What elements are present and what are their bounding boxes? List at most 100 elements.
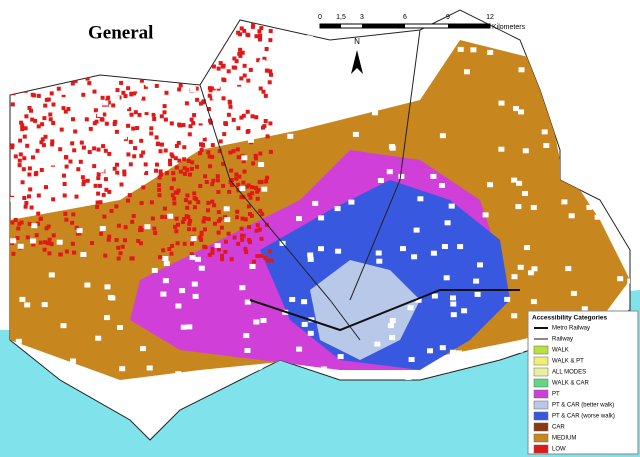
empty-cell (276, 85, 283, 91)
low-cell (104, 187, 109, 192)
low-cell (195, 97, 200, 102)
low-cell (64, 217, 69, 222)
low-cell (92, 164, 97, 169)
empty-cell (17, 243, 24, 249)
low-cell (43, 103, 48, 108)
low-cell (201, 142, 205, 147)
empty-cell (408, 357, 415, 362)
scale-label: 6 (403, 14, 407, 21)
low-cell (260, 212, 265, 217)
low-cell (210, 143, 215, 148)
low-cell (248, 67, 253, 72)
low-cell (118, 251, 123, 256)
empty-cell (296, 346, 303, 352)
low-cell (153, 231, 158, 235)
empty-cell (418, 30, 424, 36)
empty-cell (224, 217, 231, 223)
empty-cell (276, 34, 282, 40)
empty-cell (259, 59, 266, 65)
low-cell (44, 97, 49, 102)
low-cell (112, 122, 117, 126)
low-cell (227, 189, 232, 194)
low-cell (50, 142, 55, 147)
legend-label: WALK & CAR (552, 381, 589, 387)
empty-cell (144, 224, 151, 230)
empty-cell (337, 354, 344, 360)
low-cell (90, 241, 94, 245)
low-cell (182, 166, 187, 171)
empty-cell (173, 116, 180, 122)
low-cell (41, 143, 46, 148)
low-cell (164, 90, 169, 95)
legend-label: Railway (552, 337, 573, 343)
low-cell (79, 140, 84, 145)
empty-cell (96, 111, 103, 117)
low-cell (208, 118, 213, 123)
empty-cell (241, 155, 248, 161)
low-cell (18, 138, 23, 143)
low-cell (40, 137, 45, 142)
empty-cell (431, 293, 438, 299)
empty-cell (477, 262, 483, 268)
low-cell (245, 184, 250, 189)
empty-cell (594, 214, 601, 220)
low-cell (162, 206, 167, 211)
low-cell (27, 221, 32, 226)
low-cell (47, 251, 52, 256)
empty-cell (427, 348, 433, 354)
low-cell (246, 129, 251, 133)
low-cell (196, 200, 201, 205)
low-cell (234, 176, 239, 181)
low-cell (185, 167, 190, 172)
low-cell (138, 225, 143, 230)
empty-cell (247, 137, 254, 143)
low-cell (251, 161, 256, 166)
low-cell (265, 175, 270, 180)
low-cell (39, 140, 44, 145)
low-cell (250, 24, 255, 29)
low-cell (221, 162, 226, 166)
empty-cell (77, 135, 84, 141)
low-cell (17, 221, 22, 226)
scale-bar-segment (362, 24, 405, 28)
low-cell (36, 211, 41, 216)
low-cell (239, 26, 244, 31)
low-cell (94, 119, 99, 124)
low-cell (268, 121, 273, 126)
empty-cell (198, 265, 205, 271)
empty-cell (160, 291, 167, 297)
low-cell (19, 120, 24, 125)
low-cell (42, 247, 47, 252)
empty-cell (162, 278, 169, 284)
low-cell (51, 121, 56, 125)
low-cell (38, 240, 43, 245)
low-cell (120, 244, 125, 249)
low-cell (27, 172, 32, 177)
empty-cell (627, 278, 630, 284)
low-cell (101, 144, 106, 149)
empty-cell (213, 83, 220, 89)
low-cell (187, 221, 192, 226)
low-cell (139, 153, 144, 158)
low-cell (268, 249, 273, 253)
empty-cell (48, 272, 55, 278)
low-cell (25, 143, 30, 148)
empty-cell (439, 133, 446, 139)
low-cell (157, 183, 161, 188)
low-cell (63, 109, 68, 114)
empty-cell (287, 133, 294, 139)
low-cell (138, 228, 142, 233)
low-cell (104, 121, 109, 126)
empty-cell (457, 46, 464, 52)
low-cell (22, 134, 27, 139)
low-cell (187, 227, 191, 232)
legend-swatch (533, 378, 549, 388)
low-cell (172, 201, 177, 206)
low-cell (154, 168, 158, 173)
low-cell (263, 256, 268, 260)
low-cell (190, 241, 194, 246)
empty-cell (111, 174, 118, 180)
empty-cell (190, 236, 197, 242)
low-cell (234, 172, 239, 177)
low-cell (169, 186, 174, 191)
